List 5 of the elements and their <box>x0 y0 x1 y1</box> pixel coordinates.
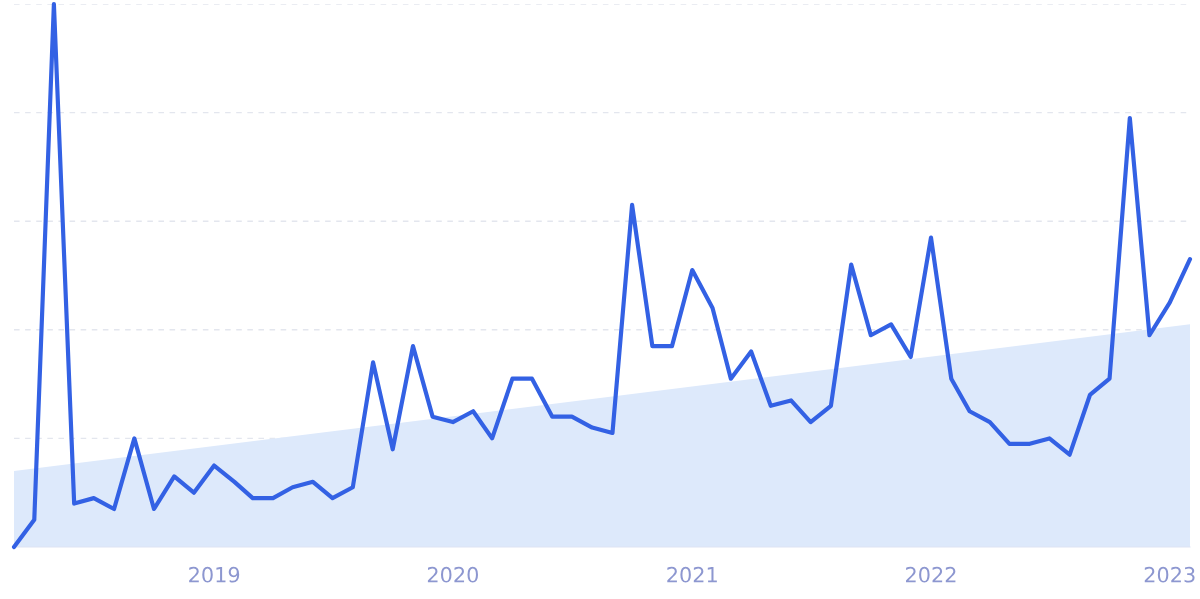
x-tick-label: 2022 <box>906 566 956 583</box>
x-tick-label: 2023 <box>1144 566 1195 583</box>
x-tick-label: 2020 <box>427 566 478 583</box>
x-tick-label: 2021 <box>667 566 717 583</box>
x-tick-label: 2019 <box>189 566 240 583</box>
